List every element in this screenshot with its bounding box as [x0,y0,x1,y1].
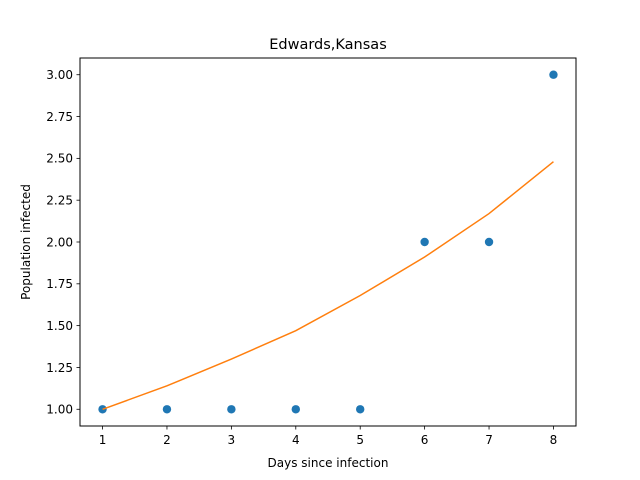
y-tick-label: 2.75 [46,110,73,124]
y-tick-label: 1.00 [46,403,73,417]
data-point [291,405,300,414]
data-point [484,237,494,247]
data-point [356,405,365,414]
y-tick-label: 1.75 [46,277,73,291]
x-tick-label: 2 [163,433,171,447]
y-tick-label: 2.25 [46,193,73,207]
data-point [98,405,107,414]
plot-frame [79,57,577,427]
data-point [549,70,558,79]
y-tick-label: 2.00 [46,235,73,249]
chart-title: Edwards,Kansas [269,37,387,53]
x-tick-label: 5 [356,433,364,447]
x-tick-label: 1 [99,433,107,447]
y-tick-label: 1.50 [46,319,73,333]
x-axis-label: Days since infection [268,456,389,470]
fit-line [102,161,554,410]
data-point [162,405,172,414]
y-tick-label: 2.50 [46,152,73,166]
y-tick-label: 1.25 [46,361,73,375]
y-axis-ticks: 1.00 1.25 1.50 1.75 2.00 2.25 2.50 2.75 3.00 [46,68,80,417]
x-tick-label: 7 [485,433,493,447]
x-tick-label: 4 [292,433,300,447]
x-axis-ticks: 1 2 3 4 5 6 7 8 [99,426,558,447]
x-tick-label: 8 [550,433,558,447]
x-tick-label: 6 [421,433,429,447]
y-tick-label: 3.00 [46,68,73,82]
data-point [227,405,236,414]
plot-series [98,70,558,414]
x-tick-label: 3 [228,433,236,447]
data-point [420,237,429,247]
y-axis-label: Population infected [19,184,33,300]
